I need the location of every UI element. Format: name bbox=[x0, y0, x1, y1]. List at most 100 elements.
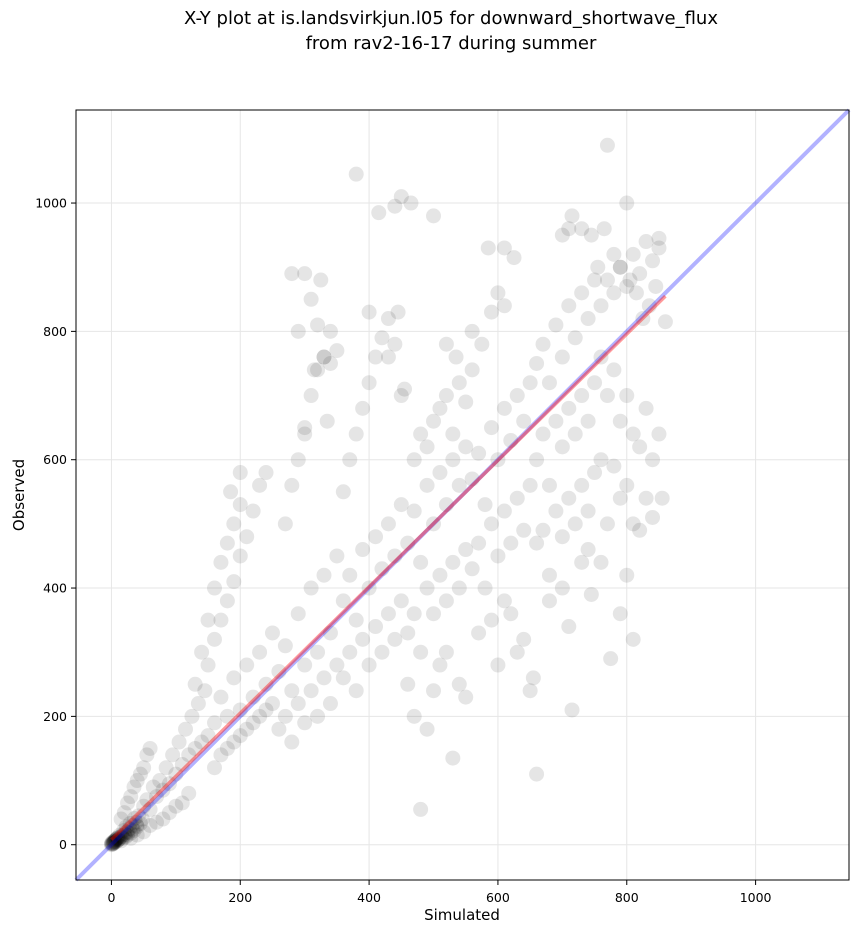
scatter-point-193 bbox=[355, 400, 371, 416]
scatter-point-225 bbox=[432, 567, 448, 583]
scatter-point-39 bbox=[111, 832, 127, 848]
scatter-point-293 bbox=[548, 317, 564, 333]
scatter-point-371 bbox=[622, 272, 638, 288]
scatter-point-61 bbox=[129, 827, 145, 843]
scatter-point-363 bbox=[625, 516, 641, 532]
scatter-point-124 bbox=[213, 554, 229, 570]
scatter-point-248 bbox=[458, 394, 474, 410]
scatter-point-330 bbox=[554, 227, 570, 243]
scatter-point-20 bbox=[121, 821, 137, 837]
scatter-point-152 bbox=[290, 452, 306, 468]
scatter-point-254 bbox=[483, 304, 499, 320]
scatter-point-56 bbox=[132, 766, 148, 782]
y-tick-label-4: 800 bbox=[43, 324, 67, 339]
scatter-point-297 bbox=[574, 285, 590, 301]
scatter-point-137 bbox=[316, 567, 332, 583]
scatter-point-19 bbox=[120, 827, 136, 843]
scatter-point-212 bbox=[413, 554, 429, 570]
scatter-point-111 bbox=[207, 631, 222, 647]
scatter-point-296 bbox=[567, 330, 583, 346]
scatter-point-173 bbox=[355, 542, 371, 558]
scatter-point-134 bbox=[297, 657, 313, 673]
scatter-point-130 bbox=[271, 663, 287, 679]
scatter-point-13 bbox=[113, 833, 129, 849]
scatter-point-133 bbox=[290, 606, 306, 622]
scatter-point-198 bbox=[387, 336, 403, 352]
scatter-point-334 bbox=[583, 227, 599, 243]
scatter-point-28 bbox=[134, 811, 150, 827]
scatter-point-256 bbox=[496, 298, 512, 314]
scatter-point-167 bbox=[297, 420, 313, 436]
scatter-point-27 bbox=[132, 816, 148, 832]
x-tick-label-4: 800 bbox=[615, 890, 639, 905]
scatter-point-358 bbox=[645, 452, 661, 468]
scatter-point-233 bbox=[419, 721, 435, 737]
scatter-point-236 bbox=[438, 644, 454, 660]
scatter-point-117 bbox=[245, 503, 261, 519]
scatter-point-5 bbox=[107, 833, 123, 849]
scatter-point-75 bbox=[155, 782, 171, 798]
scatter-point-245 bbox=[438, 388, 454, 404]
scatter-point-84 bbox=[184, 708, 200, 724]
scatter-point-154 bbox=[303, 388, 319, 404]
scatter-point-25 bbox=[129, 819, 145, 835]
scatter-point-31 bbox=[104, 836, 120, 852]
scatter-point-221 bbox=[406, 606, 422, 622]
scatter-point-234 bbox=[426, 683, 442, 699]
scatter-point-59 bbox=[142, 740, 158, 756]
scatter-point-104 bbox=[232, 728, 248, 744]
scatter-point-203 bbox=[393, 189, 409, 205]
scatter-point-192 bbox=[348, 426, 364, 442]
scatter-point-105 bbox=[239, 721, 255, 737]
scatter-point-181 bbox=[342, 644, 358, 660]
scatter-point-377 bbox=[619, 567, 635, 583]
scatter-point-23 bbox=[126, 823, 142, 839]
scatter-point-353 bbox=[612, 413, 628, 429]
scatter-point-52 bbox=[120, 795, 136, 811]
scatter-point-300 bbox=[529, 452, 545, 468]
scatter-point-38 bbox=[110, 830, 126, 846]
scatter-point-144 bbox=[297, 715, 313, 731]
scatter-point-158 bbox=[297, 266, 313, 282]
scatter-point-246 bbox=[445, 426, 461, 442]
scatter-point-89 bbox=[200, 728, 216, 744]
scatter-point-83 bbox=[181, 747, 197, 763]
scatter-point-149 bbox=[329, 657, 345, 673]
scatter-point-148 bbox=[322, 696, 338, 712]
scatter-point-170 bbox=[335, 593, 351, 609]
scatter-point-179 bbox=[393, 497, 409, 513]
scatter-point-168 bbox=[306, 362, 322, 378]
scatter-point-260 bbox=[464, 471, 480, 487]
scatter-point-7 bbox=[108, 832, 124, 848]
scatter-point-85 bbox=[187, 740, 203, 756]
scatter-point-40 bbox=[112, 827, 128, 843]
scatter-point-50 bbox=[113, 811, 129, 827]
scatter-point-292 bbox=[541, 375, 557, 391]
scatter-point-362 bbox=[619, 477, 635, 493]
scatter-point-121 bbox=[194, 644, 210, 660]
scatter-point-1 bbox=[104, 835, 120, 851]
scatter-point-375 bbox=[648, 278, 664, 294]
scatter-point-82 bbox=[178, 721, 194, 737]
scatter-point-289 bbox=[529, 766, 545, 782]
scatter-point-366 bbox=[645, 509, 661, 525]
scatter-point-321 bbox=[554, 580, 570, 596]
scatter-point-36 bbox=[107, 832, 123, 848]
x-tick-label-5: 1000 bbox=[740, 890, 772, 905]
scatter-point-311 bbox=[535, 522, 551, 538]
scatter-point-45 bbox=[120, 825, 136, 841]
scatter-point-138 bbox=[322, 625, 338, 641]
scatter-point-94 bbox=[232, 702, 248, 718]
scatter-point-346 bbox=[632, 266, 648, 282]
scatter-point-169 bbox=[319, 413, 335, 429]
scatter-point-160 bbox=[284, 266, 300, 282]
scatter-point-69 bbox=[181, 785, 197, 801]
scatter-point-315 bbox=[561, 490, 577, 506]
scatter-point-354 bbox=[619, 388, 635, 404]
scatter-point-190 bbox=[335, 484, 351, 500]
scatter-point-332 bbox=[564, 208, 580, 224]
scatter-point-187 bbox=[380, 606, 396, 622]
scatter-point-177 bbox=[380, 516, 396, 532]
scatter-point-131 bbox=[277, 638, 293, 654]
